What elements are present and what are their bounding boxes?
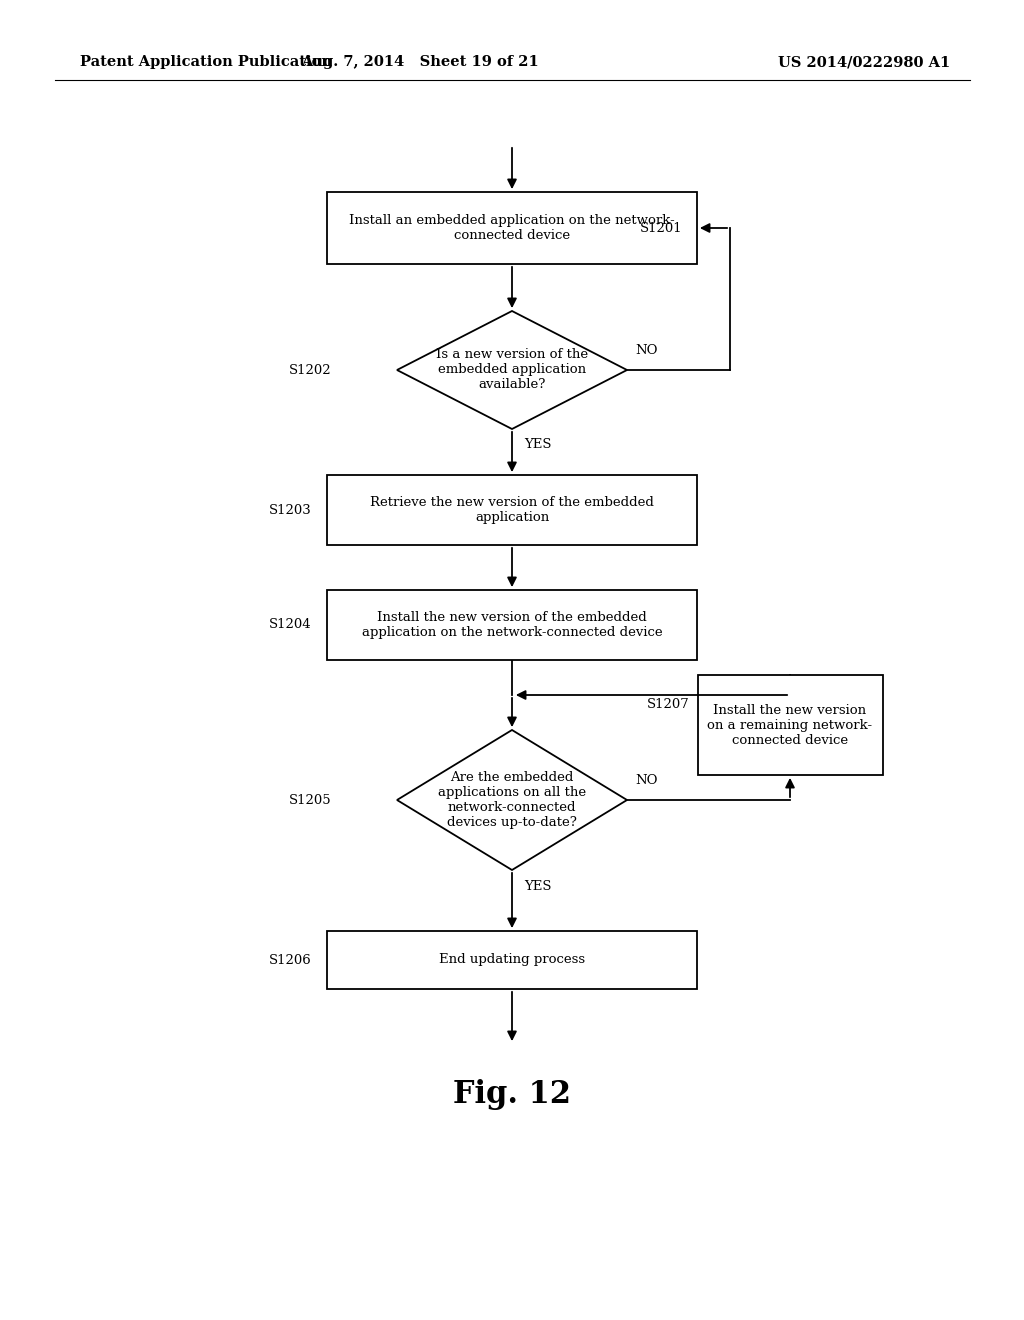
- Text: US 2014/0222980 A1: US 2014/0222980 A1: [778, 55, 950, 69]
- Text: Retrieve the new version of the embedded
application: Retrieve the new version of the embedded…: [370, 496, 654, 524]
- Polygon shape: [397, 312, 627, 429]
- Text: Install the new version
on a remaining network-
connected device: Install the new version on a remaining n…: [708, 704, 872, 747]
- Text: S1206: S1206: [269, 953, 312, 966]
- Text: Are the embedded
applications on all the
network-connected
devices up-to-date?: Are the embedded applications on all the…: [438, 771, 586, 829]
- FancyBboxPatch shape: [327, 931, 697, 989]
- Text: NO: NO: [635, 774, 657, 787]
- Text: Aug. 7, 2014   Sheet 19 of 21: Aug. 7, 2014 Sheet 19 of 21: [301, 55, 539, 69]
- Text: S1207: S1207: [647, 698, 689, 711]
- Text: S1203: S1203: [269, 503, 312, 516]
- Text: Is a new version of the
embedded application
available?: Is a new version of the embedded applica…: [436, 348, 588, 392]
- Text: NO: NO: [635, 343, 657, 356]
- FancyBboxPatch shape: [327, 475, 697, 545]
- Text: Fig. 12: Fig. 12: [453, 1080, 571, 1110]
- Text: S1204: S1204: [269, 619, 312, 631]
- Text: Patent Application Publication: Patent Application Publication: [80, 55, 332, 69]
- Text: YES: YES: [524, 879, 552, 892]
- Polygon shape: [397, 730, 627, 870]
- Text: S1205: S1205: [290, 793, 332, 807]
- Text: End updating process: End updating process: [439, 953, 585, 966]
- FancyBboxPatch shape: [327, 191, 697, 264]
- Text: YES: YES: [524, 437, 552, 450]
- Text: Install the new version of the embedded
application on the network-connected dev: Install the new version of the embedded …: [361, 611, 663, 639]
- FancyBboxPatch shape: [327, 590, 697, 660]
- Text: Install an embedded application on the network-
connected device: Install an embedded application on the n…: [349, 214, 675, 242]
- Text: S1202: S1202: [290, 363, 332, 376]
- Text: S1201: S1201: [640, 222, 683, 235]
- FancyBboxPatch shape: [697, 675, 883, 775]
